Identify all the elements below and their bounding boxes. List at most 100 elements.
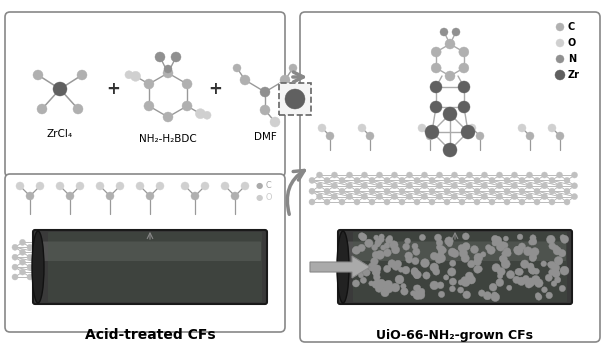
Circle shape (529, 253, 537, 261)
Circle shape (541, 172, 548, 178)
Circle shape (519, 188, 525, 194)
Circle shape (437, 282, 444, 289)
Circle shape (503, 236, 508, 241)
Circle shape (384, 265, 391, 272)
Circle shape (359, 234, 367, 241)
Circle shape (185, 269, 191, 275)
Circle shape (79, 269, 85, 275)
Circle shape (530, 235, 536, 241)
Circle shape (182, 101, 192, 111)
Circle shape (450, 260, 456, 266)
Circle shape (200, 259, 206, 265)
Circle shape (459, 199, 465, 205)
Circle shape (526, 183, 532, 189)
Circle shape (515, 268, 522, 275)
Circle shape (16, 182, 24, 190)
Circle shape (572, 183, 578, 189)
Circle shape (66, 192, 74, 200)
Circle shape (125, 71, 133, 79)
Circle shape (369, 281, 374, 286)
Circle shape (233, 64, 241, 72)
Circle shape (412, 257, 419, 265)
Circle shape (556, 132, 564, 140)
Circle shape (384, 188, 390, 194)
Circle shape (229, 269, 235, 275)
Circle shape (42, 264, 48, 270)
Circle shape (117, 254, 123, 260)
Circle shape (50, 259, 56, 265)
Circle shape (413, 272, 420, 279)
Circle shape (492, 292, 497, 298)
Circle shape (422, 183, 428, 189)
Circle shape (501, 260, 510, 268)
Circle shape (244, 239, 250, 245)
Circle shape (79, 249, 85, 255)
Circle shape (504, 188, 510, 194)
Circle shape (517, 234, 523, 240)
Circle shape (476, 266, 482, 272)
Circle shape (382, 286, 389, 293)
Circle shape (203, 111, 211, 119)
Circle shape (503, 242, 508, 248)
Circle shape (369, 199, 375, 205)
Circle shape (552, 264, 560, 272)
Circle shape (260, 269, 266, 275)
Circle shape (185, 239, 191, 245)
Circle shape (192, 264, 198, 270)
Circle shape (347, 172, 353, 178)
Circle shape (373, 270, 380, 277)
Circle shape (56, 182, 64, 190)
Circle shape (493, 236, 502, 245)
Circle shape (392, 262, 400, 270)
Circle shape (399, 199, 405, 205)
Circle shape (365, 239, 373, 247)
Circle shape (436, 240, 443, 246)
Circle shape (549, 243, 555, 250)
Ellipse shape (337, 231, 349, 303)
Circle shape (384, 199, 390, 205)
Circle shape (379, 234, 384, 239)
Circle shape (467, 276, 476, 284)
Circle shape (27, 274, 33, 280)
Circle shape (411, 267, 418, 275)
Circle shape (332, 193, 338, 200)
FancyBboxPatch shape (300, 12, 600, 342)
Circle shape (87, 264, 93, 270)
Circle shape (116, 182, 124, 190)
Circle shape (252, 254, 258, 260)
Circle shape (87, 244, 93, 250)
Circle shape (440, 28, 448, 36)
Circle shape (482, 183, 488, 189)
Circle shape (144, 101, 154, 111)
Circle shape (195, 109, 205, 119)
Circle shape (439, 291, 445, 297)
Circle shape (26, 192, 34, 200)
Circle shape (177, 244, 183, 250)
Circle shape (140, 259, 145, 265)
Circle shape (443, 275, 449, 280)
Circle shape (564, 199, 570, 205)
Circle shape (102, 264, 108, 270)
Circle shape (237, 274, 243, 280)
Circle shape (541, 287, 548, 293)
Circle shape (461, 125, 475, 139)
Circle shape (37, 104, 47, 114)
Circle shape (529, 255, 537, 262)
Circle shape (482, 172, 488, 178)
Circle shape (332, 183, 338, 189)
Text: C: C (568, 22, 575, 32)
Circle shape (445, 71, 455, 81)
Circle shape (398, 267, 404, 272)
Circle shape (358, 233, 365, 240)
Circle shape (192, 254, 198, 260)
Circle shape (376, 193, 382, 200)
Circle shape (414, 177, 420, 183)
Circle shape (72, 274, 78, 280)
Circle shape (479, 290, 485, 296)
Circle shape (474, 199, 480, 205)
Circle shape (378, 280, 385, 287)
Circle shape (229, 249, 235, 255)
Circle shape (503, 248, 511, 255)
Circle shape (480, 252, 486, 257)
Circle shape (529, 267, 537, 275)
